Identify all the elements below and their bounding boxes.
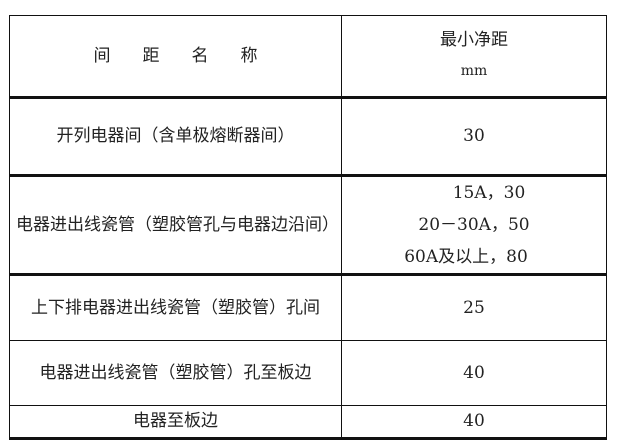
- table-row: 上下排电器进出线瓷管（塑胶管）孔间 25: [9, 274, 607, 341]
- clearance-table: 间 距 名 称 最小净距 mm 开列电器间（含单极熔断器间） 30 电器进出线瓷管（塑…: [9, 15, 607, 440]
- row-name: 电器进出线瓷管（塑胶管）孔至板边: [9, 340, 342, 406]
- row-value: 15A，30: [452, 183, 526, 203]
- header-char: 间: [93, 45, 111, 66]
- table-row: 开列电器间（含单极熔断器间） 30: [9, 97, 607, 177]
- header-value-title: 最小净距: [440, 30, 508, 50]
- table-row: 电器至板边 40: [9, 405, 607, 440]
- row-name: 上下排电器进出线瓷管（塑胶管）孔间: [9, 274, 342, 341]
- header-spacing-name: 间距名称: [9, 15, 342, 99]
- row-value: 40: [341, 405, 607, 440]
- row-value: 40: [341, 340, 607, 406]
- header-char: 距: [142, 45, 160, 66]
- row-value: 20－30A，50: [418, 215, 530, 235]
- row-name: 电器至板边: [9, 405, 342, 440]
- row-name: 电器进出线瓷管（塑胶管孔与电器边沿间）: [9, 175, 342, 276]
- row-value: 60A及以上，80: [404, 247, 528, 267]
- table-row: 电器进出线瓷管（塑胶管孔与电器边沿间） 15A，30 20－30A，50 60A…: [9, 175, 607, 276]
- header-char: 称: [240, 45, 258, 66]
- header-char: 名: [191, 45, 209, 66]
- table-row: 电器进出线瓷管（塑胶管）孔至板边 40: [9, 340, 607, 406]
- row-value: 25: [341, 274, 607, 341]
- row-name: 开列电器间（含单极熔断器间）: [9, 97, 342, 177]
- row-values: 15A，30 20－30A，50 60A及以上，80: [341, 175, 607, 276]
- row-value: 30: [341, 97, 607, 177]
- header-unit: mm: [460, 63, 488, 79]
- header-min-clearance: 最小净距 mm: [341, 15, 607, 99]
- table-header-row: 间 距 名 称 最小净距 mm: [9, 15, 607, 99]
